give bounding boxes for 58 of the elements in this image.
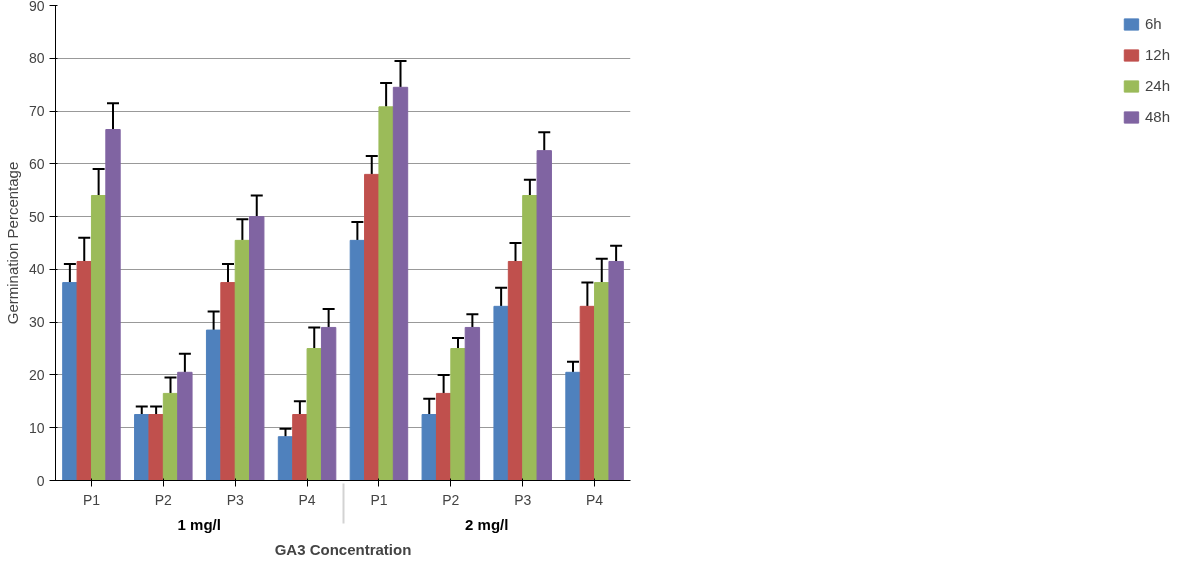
bar (292, 414, 308, 481)
bar (90, 195, 107, 481)
y-tick-label: 50 (28, 208, 45, 225)
y-tick-label: 60 (28, 155, 45, 172)
bar (349, 239, 366, 481)
legend-label: 12h (1144, 46, 1170, 63)
x-tick-label: P4 (586, 491, 604, 508)
legend-label: 6h (1144, 15, 1163, 32)
text: 1 mg/l (177, 515, 221, 533)
bar (464, 326, 481, 481)
bar (320, 326, 337, 481)
x-tick-label: P1 (82, 491, 101, 508)
legend-label: 48h (1144, 108, 1170, 125)
bar (594, 282, 610, 481)
bar (249, 216, 265, 481)
bar (148, 414, 164, 481)
x-tick-label: P4 (298, 491, 316, 508)
legend-label: 24h (1144, 77, 1170, 94)
y-tick-label: 70 (28, 103, 45, 120)
x-tick-label: P2 (154, 491, 173, 508)
bar (522, 195, 538, 481)
bar (134, 414, 150, 481)
bar (493, 305, 509, 481)
x-tick-label: P1 (370, 491, 388, 508)
bar (205, 329, 222, 481)
bar (234, 239, 251, 481)
text: 2 mg/l (465, 515, 509, 533)
bar (536, 150, 552, 481)
bar (435, 392, 452, 481)
y-tick-label: 20 (28, 366, 45, 383)
bar (364, 173, 380, 481)
y-tick-label: 30 (28, 314, 45, 331)
bar (579, 305, 596, 481)
bar (608, 260, 624, 481)
bar (220, 282, 236, 481)
y-tick-label: 0 (36, 472, 45, 489)
bar (507, 260, 524, 481)
y-tick-label: 90 (28, 0, 45, 14)
x-axis-title: GA3 Concentration (274, 540, 412, 558)
y-tick-label: 10 (28, 419, 45, 436)
x-tick-label: P2 (442, 491, 460, 508)
x-tick-label: P3 (514, 491, 532, 508)
y-axis-title: Germination Percentage (3, 161, 21, 325)
bar (421, 414, 437, 481)
bar (76, 260, 92, 481)
bar (177, 371, 193, 481)
bar (378, 106, 394, 481)
bar (277, 436, 294, 481)
y-tick-label: 80 (28, 50, 45, 67)
bar (162, 392, 179, 481)
bar (392, 86, 409, 481)
x-tick-label: P3 (226, 491, 244, 508)
bar (450, 348, 466, 481)
bar (306, 348, 322, 481)
y-tick-label: 40 (28, 261, 45, 278)
bar (105, 129, 121, 481)
bar (565, 371, 581, 481)
bar (62, 282, 78, 481)
